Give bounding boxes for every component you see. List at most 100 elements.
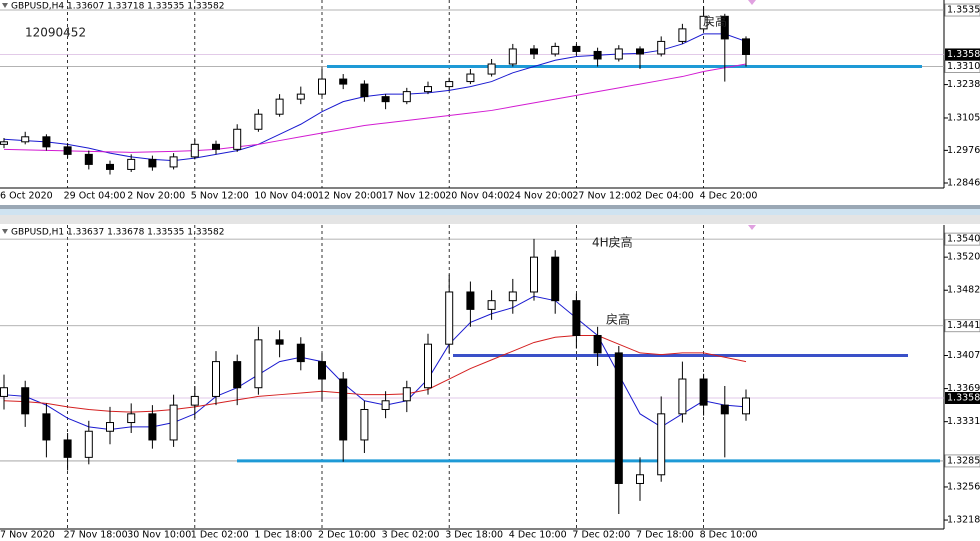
y-tick-label: 1.33310 — [947, 416, 980, 427]
moving-average — [3, 63, 747, 153]
candle-body — [593, 50, 602, 60]
annotation: 12090452 — [25, 26, 86, 40]
separator — [0, 215, 980, 224]
x-tick-label: 7 Nov 2020 — [0, 530, 55, 541]
candle-body — [63, 146, 72, 155]
x-tick-label: 7 Dec 02:00 — [572, 530, 630, 541]
candle-body — [148, 413, 157, 441]
candle-body — [0, 387, 8, 397]
last-price-label: 1.3358 — [947, 49, 980, 60]
candle-body — [508, 291, 517, 302]
candle-body — [106, 422, 114, 432]
moving-average — [3, 334, 747, 413]
price-label-box — [944, 60, 980, 73]
x-tick-label: 27 Nov 12:00 — [572, 191, 636, 202]
candle-body — [296, 93, 305, 100]
y-tick-label: 1.3238 — [947, 79, 980, 90]
candle-body — [127, 413, 136, 424]
candle-body — [402, 387, 411, 402]
price-label-box — [944, 232, 980, 246]
candle-body — [42, 413, 51, 441]
candle-body — [275, 98, 284, 115]
candle-body — [84, 430, 93, 458]
candle-body — [318, 361, 326, 380]
candle-body — [699, 15, 708, 30]
candle-body — [466, 291, 475, 310]
candle-body — [614, 352, 623, 484]
separator — [0, 205, 980, 209]
y-tick-label: 1.3105 — [947, 112, 980, 123]
candle-body — [657, 40, 666, 55]
price-label: 1.3310 — [947, 61, 980, 72]
x-tick-label: 1 Dec 02:00 — [191, 530, 249, 541]
x-tick-label: 30 Nov 10:00 — [127, 530, 191, 541]
y-tick-label: 1.32560 — [947, 481, 980, 492]
candle-body — [614, 48, 623, 60]
candle-body — [402, 91, 411, 103]
candle-body — [339, 378, 348, 441]
price-label: 1.34412 — [947, 320, 980, 331]
x-tick-label: 3 Dec 02:00 — [382, 530, 440, 541]
y-tick-label: 1.34820 — [947, 285, 980, 296]
candle-body — [720, 15, 729, 40]
candle-body — [678, 378, 687, 415]
y-tick-label: 1.32180 — [947, 515, 980, 526]
price-label: 1.35407 — [947, 234, 980, 245]
candle-body — [593, 334, 602, 354]
y-tick-label: 1.34070 — [947, 350, 980, 361]
candle-body — [699, 378, 708, 406]
x-tick-label: 2 Dec 04:00 — [636, 191, 694, 202]
x-tick-label: 27 Nov 18:00 — [64, 530, 128, 541]
last-price-label: 1.33582 — [947, 392, 980, 403]
candle-body — [572, 300, 581, 336]
candle-body — [169, 156, 178, 168]
candle-body — [445, 291, 454, 345]
chart-title: GBPUSD,H1 1.33637 1.33678 1.33535 1.3358… — [11, 228, 224, 238]
chart-title: GBPUSD,H4 1.33607 1.33718 1.33535 1.3358… — [11, 2, 224, 12]
candle-body — [190, 395, 199, 406]
price-label-box — [944, 3, 980, 17]
last-price-box — [945, 391, 980, 404]
header-icon — [2, 3, 8, 8]
y-tick-label: 1.33690 — [947, 383, 980, 394]
candle-body — [508, 48, 517, 65]
x-tick-label: 4 Dec 20:00 — [700, 191, 758, 202]
candle-body — [530, 48, 538, 55]
candle-body — [0, 141, 8, 145]
x-tick-label: 3 Dec 18:00 — [445, 530, 503, 541]
candle-body — [84, 153, 93, 165]
x-tick-label: 2 Dec 10:00 — [318, 530, 376, 541]
y-tick-label: 1.2846 — [947, 177, 980, 188]
x-tick-label: 6 Oct 2020 — [0, 191, 53, 202]
x-tick-label: 20 Nov 04:00 — [445, 191, 509, 202]
candle-body — [148, 158, 157, 168]
candle-body — [466, 73, 475, 83]
candle-body — [572, 45, 581, 52]
separator — [0, 209, 980, 215]
candle-body — [487, 63, 496, 75]
x-tick-label: 12 Nov 20:00 — [318, 191, 382, 202]
candle-body — [21, 387, 30, 415]
x-tick-label: 10 Nov 04:00 — [254, 191, 318, 202]
candle-body — [169, 404, 178, 441]
x-tick-label: 5 Nov 12:00 — [191, 191, 249, 202]
candle-body — [190, 143, 199, 158]
candle-body — [381, 400, 390, 410]
candle-body — [424, 86, 432, 93]
last-price-box — [945, 48, 980, 61]
candle-body — [233, 361, 242, 389]
candle-body — [424, 343, 432, 389]
annotation: 戻高 — [703, 14, 727, 29]
x-tick-label: 24 Nov 20:00 — [509, 191, 573, 202]
candle-body — [742, 38, 750, 55]
candle-body — [657, 413, 666, 476]
candle-body — [381, 96, 390, 103]
price-label-box — [944, 319, 980, 333]
x-tick-label: 4 Dec 10:00 — [509, 530, 567, 541]
candle-body — [212, 143, 220, 150]
session-marker — [748, 225, 756, 230]
candle-body — [551, 45, 560, 55]
